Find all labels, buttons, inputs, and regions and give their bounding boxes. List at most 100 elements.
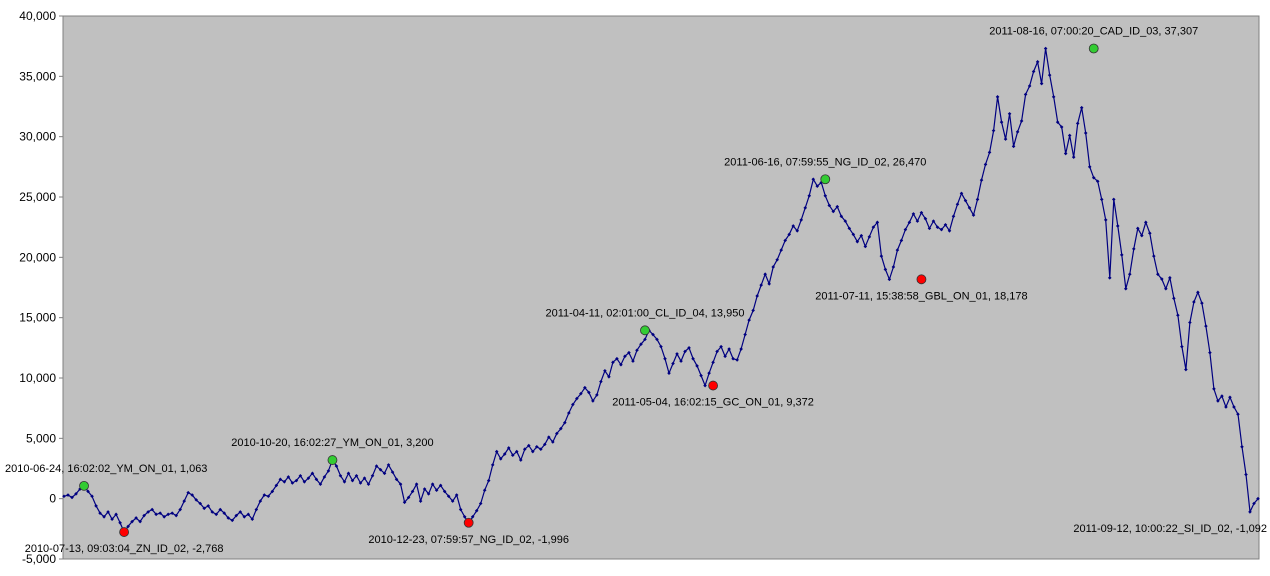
data-point	[1212, 387, 1216, 391]
data-point	[142, 513, 146, 518]
data-point	[214, 512, 219, 517]
data-point	[422, 487, 427, 491]
data-point	[787, 232, 792, 237]
data-point	[779, 248, 784, 252]
data-point	[755, 294, 759, 298]
high-marker	[327, 455, 338, 465]
data-point	[1252, 501, 1256, 506]
data-point	[302, 479, 307, 484]
data-point	[611, 360, 615, 365]
data-point	[1055, 120, 1060, 124]
data-point	[999, 120, 1004, 124]
data-point	[398, 482, 403, 486]
data-point	[358, 481, 363, 485]
data-point	[1071, 155, 1076, 159]
annotation-label: 2011-07-11, 15:38:58_GBL_ON_01, 18,178	[815, 290, 1027, 302]
data-point	[530, 449, 535, 454]
data-point	[1083, 131, 1088, 135]
data-point	[486, 478, 491, 483]
data-point	[807, 193, 812, 198]
data-point	[522, 447, 527, 451]
data-point	[1172, 296, 1176, 301]
data-point	[1164, 286, 1168, 291]
data-point	[599, 379, 603, 384]
data-point	[250, 517, 255, 521]
data-point	[1216, 399, 1220, 403]
data-point	[715, 349, 719, 354]
data-point	[434, 488, 439, 493]
data-point	[935, 225, 940, 229]
annotation-group: 2010-06-24, 16:02:02_YM_ON_01, 1,063 2010…	[5, 25, 1267, 555]
data-point	[595, 393, 599, 397]
data-point	[1135, 226, 1140, 231]
data-point	[1240, 444, 1244, 449]
data-point	[426, 492, 431, 496]
data-point	[955, 202, 960, 207]
annotation-label: 2011-08-16, 07:00:20_CAD_ID_03, 37,307	[989, 25, 1198, 37]
data-point	[795, 228, 800, 233]
data-point	[767, 282, 771, 286]
data-point	[354, 473, 359, 478]
data-point	[198, 501, 203, 506]
data-point	[775, 257, 779, 262]
data-point	[695, 364, 699, 368]
data-point	[1079, 105, 1084, 110]
data-point	[1256, 496, 1260, 501]
data-point	[919, 210, 924, 215]
data-point	[971, 213, 976, 217]
data-point	[278, 477, 283, 482]
data-point	[803, 206, 808, 210]
data-point	[883, 267, 888, 272]
data-point	[583, 385, 587, 390]
data-point	[474, 508, 479, 513]
data-point	[326, 469, 331, 473]
data-point	[506, 446, 511, 450]
data-point	[547, 435, 551, 439]
data-point	[1192, 300, 1196, 304]
data-point	[943, 222, 948, 227]
data-point	[827, 203, 832, 208]
y-tick-label: 35,000	[19, 69, 56, 83]
data-point	[406, 495, 411, 500]
data-point	[114, 512, 118, 517]
data-point	[671, 361, 675, 366]
data-point	[274, 483, 279, 488]
data-point	[863, 244, 868, 249]
y-tick-label: 10,000	[19, 371, 56, 385]
data-point	[242, 514, 247, 519]
data-point	[847, 226, 852, 231]
data-point	[739, 347, 743, 351]
data-point	[238, 510, 243, 514]
data-point	[659, 344, 663, 349]
data-point	[298, 473, 303, 478]
data-point	[1176, 313, 1180, 318]
data-point	[759, 283, 763, 287]
data-point	[1095, 179, 1100, 184]
data-point	[498, 457, 503, 461]
y-tick-label: 15,000	[19, 311, 56, 325]
plot-area	[62, 15, 1260, 560]
data-point	[887, 277, 892, 282]
data-point	[911, 212, 916, 216]
data-point	[1228, 395, 1232, 400]
data-point	[1140, 233, 1144, 238]
data-point	[687, 346, 691, 350]
data-point	[1188, 320, 1192, 325]
data-point	[563, 420, 567, 425]
data-point	[1043, 46, 1048, 51]
data-point	[1031, 69, 1036, 74]
data-point	[450, 499, 455, 503]
data-point	[623, 354, 627, 359]
data-point	[286, 475, 291, 479]
data-point	[575, 396, 579, 401]
data-point	[651, 332, 655, 337]
data-point	[635, 348, 639, 353]
data-point	[174, 513, 178, 518]
data-point	[290, 481, 295, 485]
data-point	[206, 504, 211, 508]
data-point	[410, 489, 415, 494]
data-point	[1224, 405, 1228, 409]
data-point	[318, 482, 323, 486]
data-point	[126, 524, 130, 529]
